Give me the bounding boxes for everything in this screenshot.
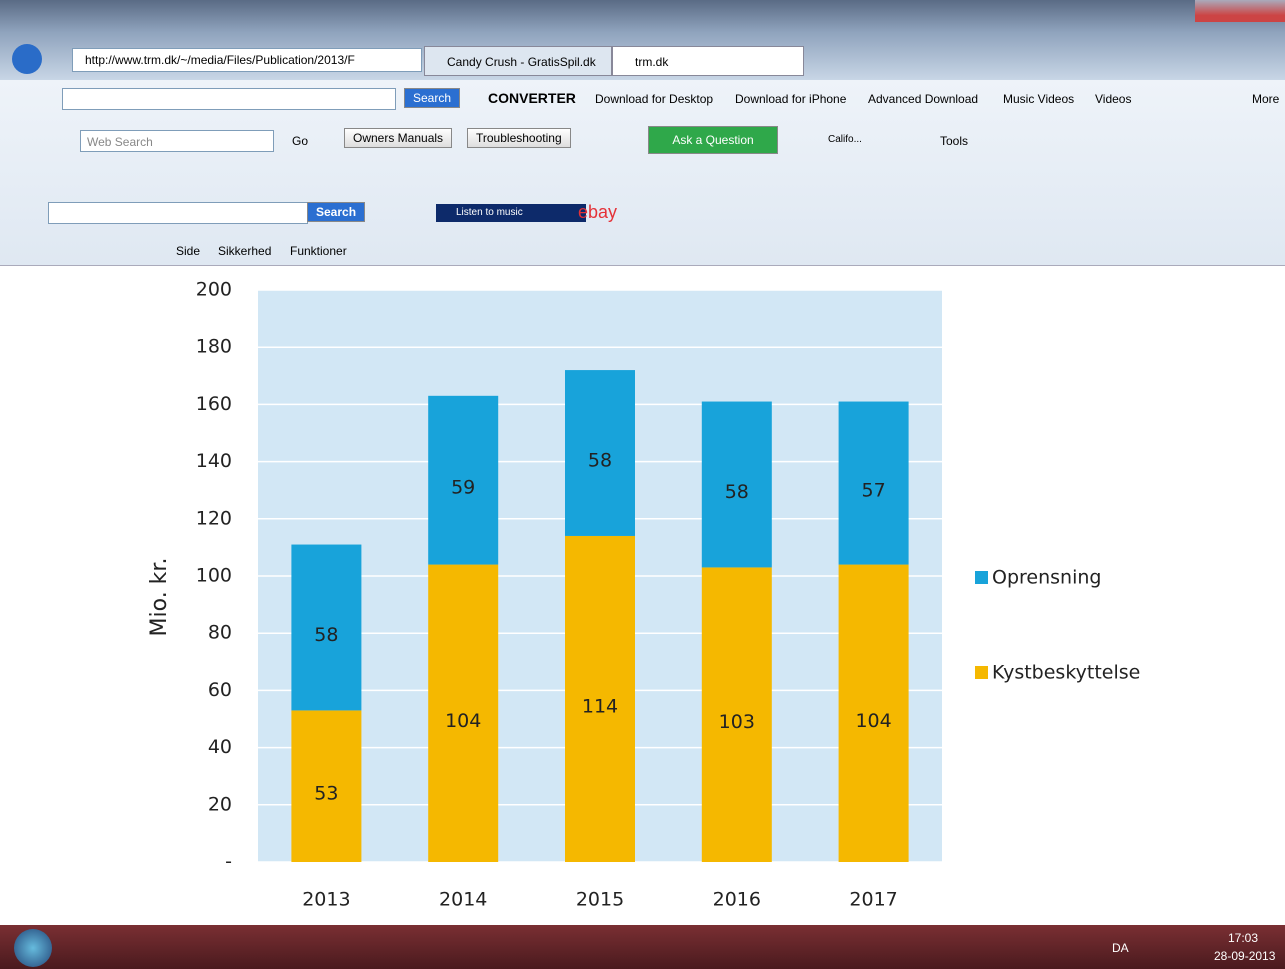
bar-segment	[838, 564, 909, 862]
language[interactable]: DA	[1112, 941, 1129, 955]
start-button[interactable]	[14, 929, 52, 967]
y-tick-label: -	[225, 851, 232, 873]
toolbar-link[interactable]: More	[1252, 92, 1280, 106]
legend-label: Kystbeskyttelse	[992, 662, 1140, 684]
x-tick-label: 2013	[302, 889, 350, 911]
bar-segment	[838, 401, 909, 565]
back-button[interactable]	[12, 44, 42, 74]
y-tick-label: 20	[208, 793, 232, 815]
y-tick-label: 60	[208, 679, 232, 701]
y-tick-label: 200	[196, 279, 232, 301]
data-label: 58	[588, 450, 612, 472]
y-axis-label: Mio. kr.	[147, 558, 172, 637]
search-button[interactable]: Search	[307, 202, 366, 222]
placeholder: Web Search	[87, 135, 153, 149]
go-button[interactable]: Go	[292, 134, 309, 148]
search-box[interactable]	[62, 88, 396, 110]
bar-segment	[428, 564, 499, 862]
toolbar-link[interactable]: Videos	[1095, 92, 1132, 106]
data-label: 114	[582, 695, 618, 717]
data-label: 104	[855, 710, 891, 732]
menu[interactable]: Sikkerhed	[218, 244, 272, 258]
bar-segment	[701, 567, 772, 862]
toolbar-link[interactable]: ebay	[578, 202, 618, 222]
toolbar-link[interactable]: Advanced Download	[868, 92, 979, 106]
tab[interactable]: trm.dk	[612, 46, 804, 76]
bar-segment	[701, 401, 772, 568]
web-search-box[interactable]: Web Search	[80, 130, 274, 152]
taskbar: DA 17:03 28-09-2013	[0, 925, 1285, 969]
music-player[interactable]: Listen to music	[436, 204, 586, 222]
tab-title: trm.dk	[635, 55, 669, 69]
clock-date: 28-09-2013	[1214, 949, 1276, 963]
data-label: 53	[314, 783, 338, 805]
title-bar: http://www.trm.dk/~/media/Files/Publicat…	[0, 0, 1285, 80]
toolbar-link[interactable]: Tools	[940, 134, 969, 148]
x-tick-label: 2014	[439, 889, 487, 911]
data-label: 58	[314, 624, 338, 646]
toolbar-button[interactable]: Owners Manuals	[344, 128, 453, 148]
bar-segment	[291, 710, 362, 862]
search-button[interactable]: Search	[404, 88, 461, 108]
toolbar-link[interactable]: Download for Desktop	[595, 92, 714, 106]
x-tick-label: 2015	[576, 889, 624, 911]
x-tick-label: 2017	[849, 889, 897, 911]
clock-time: 17:03	[1228, 931, 1259, 945]
logo: CONVERTER	[488, 90, 576, 106]
bar-segment	[291, 544, 362, 711]
data-label: 59	[451, 477, 475, 499]
x-tick-label: 2016	[713, 889, 761, 911]
toolbar-link[interactable]: Download for iPhone	[735, 92, 847, 106]
bar-segment	[565, 370, 635, 536]
address-bar[interactable]: http://www.trm.dk/~/media/Files/Publicat…	[72, 48, 422, 72]
data-label: 103	[719, 711, 755, 733]
tab[interactable]: Candy Crush - GratisSpil.dk	[424, 46, 612, 76]
chart: Mio. kr. - 20 40 60 80 100 120 140 160 180 200 53 58…	[147, 279, 1140, 911]
menu[interactable]: Funktioner	[290, 244, 347, 258]
legend-swatch	[975, 666, 988, 679]
address-text: http://www.trm.dk/~/media/Files/Publicat…	[85, 53, 355, 67]
legend-label: Oprensning	[992, 567, 1101, 589]
bar-segment	[565, 535, 635, 862]
y-tick-label: 120	[196, 507, 232, 529]
y-tick-label: 140	[196, 450, 232, 472]
y-tick-label: 160	[196, 393, 232, 415]
legend-swatch	[975, 571, 988, 584]
toolbar-link[interactable]: Music Videos	[1003, 92, 1075, 106]
data-label: 104	[445, 710, 481, 732]
y-tick-label: 80	[208, 622, 232, 644]
ask-button[interactable]: Ask a Question	[648, 126, 778, 154]
y-tick-label: 180	[196, 336, 232, 358]
toolbar-button[interactable]: Troubleshooting	[467, 128, 571, 148]
bar-segment	[428, 395, 499, 565]
tab-title: Candy Crush - GratisSpil.dk	[447, 55, 596, 69]
data-label: 58	[725, 481, 749, 503]
y-tick-label: 40	[208, 736, 232, 758]
toolbars: Search CONVERTER Download for Desktop Do…	[0, 80, 1285, 266]
window-controls[interactable]	[1195, 0, 1285, 22]
search-box[interactable]	[48, 202, 308, 224]
location[interactable]: Califo...	[828, 134, 862, 145]
menu[interactable]: Side	[176, 244, 201, 258]
data-label: 57	[862, 480, 886, 502]
y-tick-label: 100	[196, 565, 232, 587]
